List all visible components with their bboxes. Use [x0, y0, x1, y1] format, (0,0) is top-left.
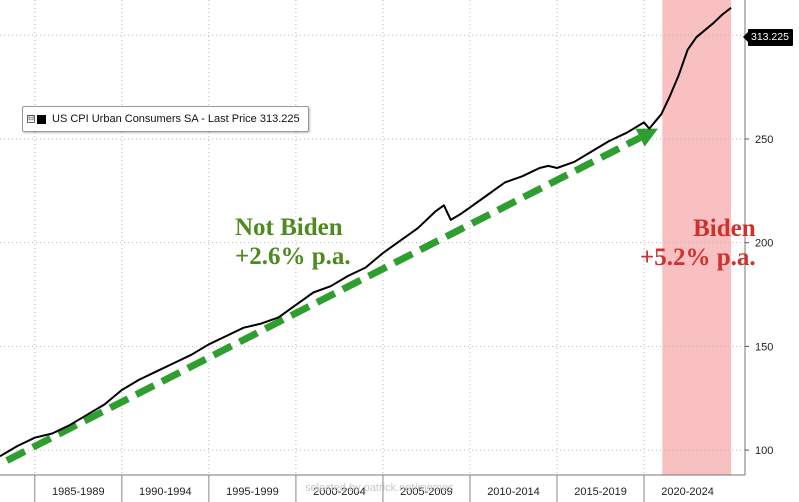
x-period-label: 1990-1994: [139, 486, 192, 498]
legend-label: US CPI Urban Consumers SA - Last Price 3…: [52, 113, 300, 125]
highlight-band-layer: [662, 0, 732, 475]
x-period-label: 1985-1989: [52, 486, 105, 498]
axis-layer: 1001502002503001985-19891990-19941995-19…: [0, 0, 773, 502]
not-biden-title: Not Biden: [235, 214, 343, 241]
x-period-label: 2020-2024: [661, 486, 714, 498]
x-period-label: 2010-2014: [487, 486, 540, 498]
trend-arrow-head: [635, 128, 658, 147]
x-period-label: 2000-2004: [313, 486, 366, 498]
biden-highlight-band: [662, 0, 732, 475]
not-biden-annotation: Not Biden +2.6% p.a.: [235, 213, 351, 271]
biden-annotation: Biden +5.2% p.a.: [640, 214, 756, 272]
last-price-tag: 313.225: [743, 29, 793, 46]
y-tick-label: 200: [755, 238, 773, 250]
x-period-label: 2005-2009: [400, 486, 453, 498]
cpi-series-line: [0, 7, 732, 458]
biden-title: Biden: [693, 215, 756, 242]
watermark: selected by patrick.net/memes: [305, 482, 454, 494]
trend-arrow-layer: [5, 128, 658, 464]
y-tick-label: 250: [755, 134, 773, 146]
legend-collapse-icon[interactable]: ⊟: [27, 115, 35, 123]
x-period-label: 1995-1999: [226, 486, 279, 498]
grid-layer: [0, 0, 745, 475]
trend-arrow-shaft: [5, 134, 642, 464]
y-tick-label: 100: [755, 445, 773, 457]
biden-rate: +5.2% p.a.: [640, 244, 756, 271]
y-tick-label: 150: [755, 341, 773, 353]
series-line-layer: [0, 7, 732, 458]
x-period-label: 2015-2019: [574, 486, 627, 498]
legend-swatch: [37, 115, 46, 124]
chart-legend[interactable]: ⊟ US CPI Urban Consumers SA - Last Price…: [22, 106, 309, 132]
not-biden-rate: +2.6% p.a.: [235, 243, 351, 270]
